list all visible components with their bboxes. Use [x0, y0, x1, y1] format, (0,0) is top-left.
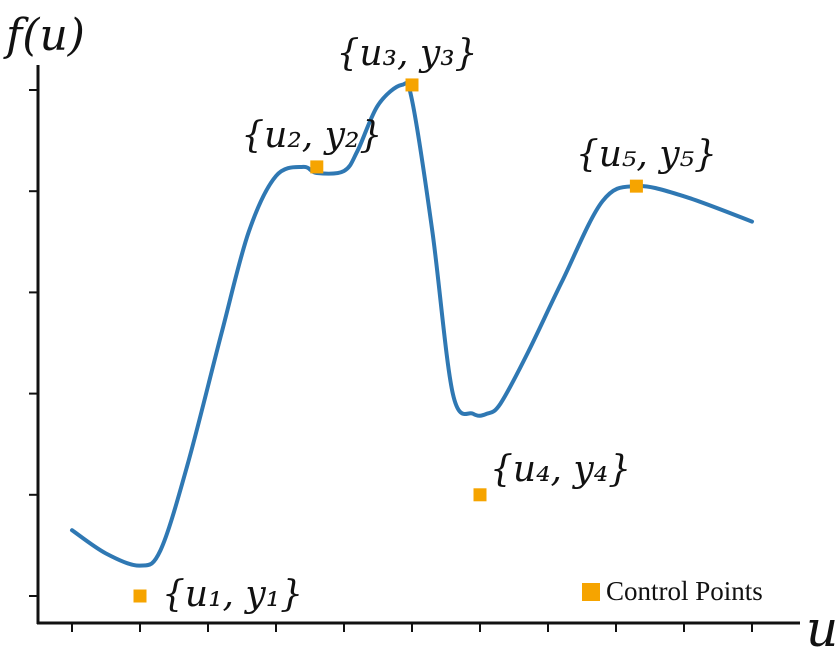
control-point-label-2: {u₂, y₂} — [241, 115, 382, 156]
control-point-3 — [405, 78, 419, 92]
series-line-curve — [70, 80, 754, 568]
x-axis-label: u — [806, 600, 838, 654]
control-point-labels: {u₁, y₁} {u₂, y₂} {u₃, y₃} {u₄, y₄} {u₅, y₅} — [162, 33, 717, 615]
control-point-4 — [473, 488, 487, 502]
legend-label: Control Points — [606, 576, 763, 606]
control-point-label-1: {u₁, y₁} — [162, 574, 303, 615]
legend-swatch — [582, 583, 600, 601]
axes — [36, 65, 800, 625]
control-point-1 — [133, 589, 147, 603]
control-point-2 — [310, 160, 324, 174]
y-axis-label: f(u) — [3, 10, 85, 61]
control-point-label-4: {u₄, y₄} — [490, 449, 631, 490]
control-point-label-5: {u₅, y₅} — [576, 134, 717, 175]
control-point-5 — [629, 179, 643, 193]
legend: Control Points — [582, 576, 763, 606]
ticks — [29, 89, 753, 632]
control-point-label-3: {u₃, y₃} — [336, 33, 477, 74]
control-points — [133, 78, 643, 603]
